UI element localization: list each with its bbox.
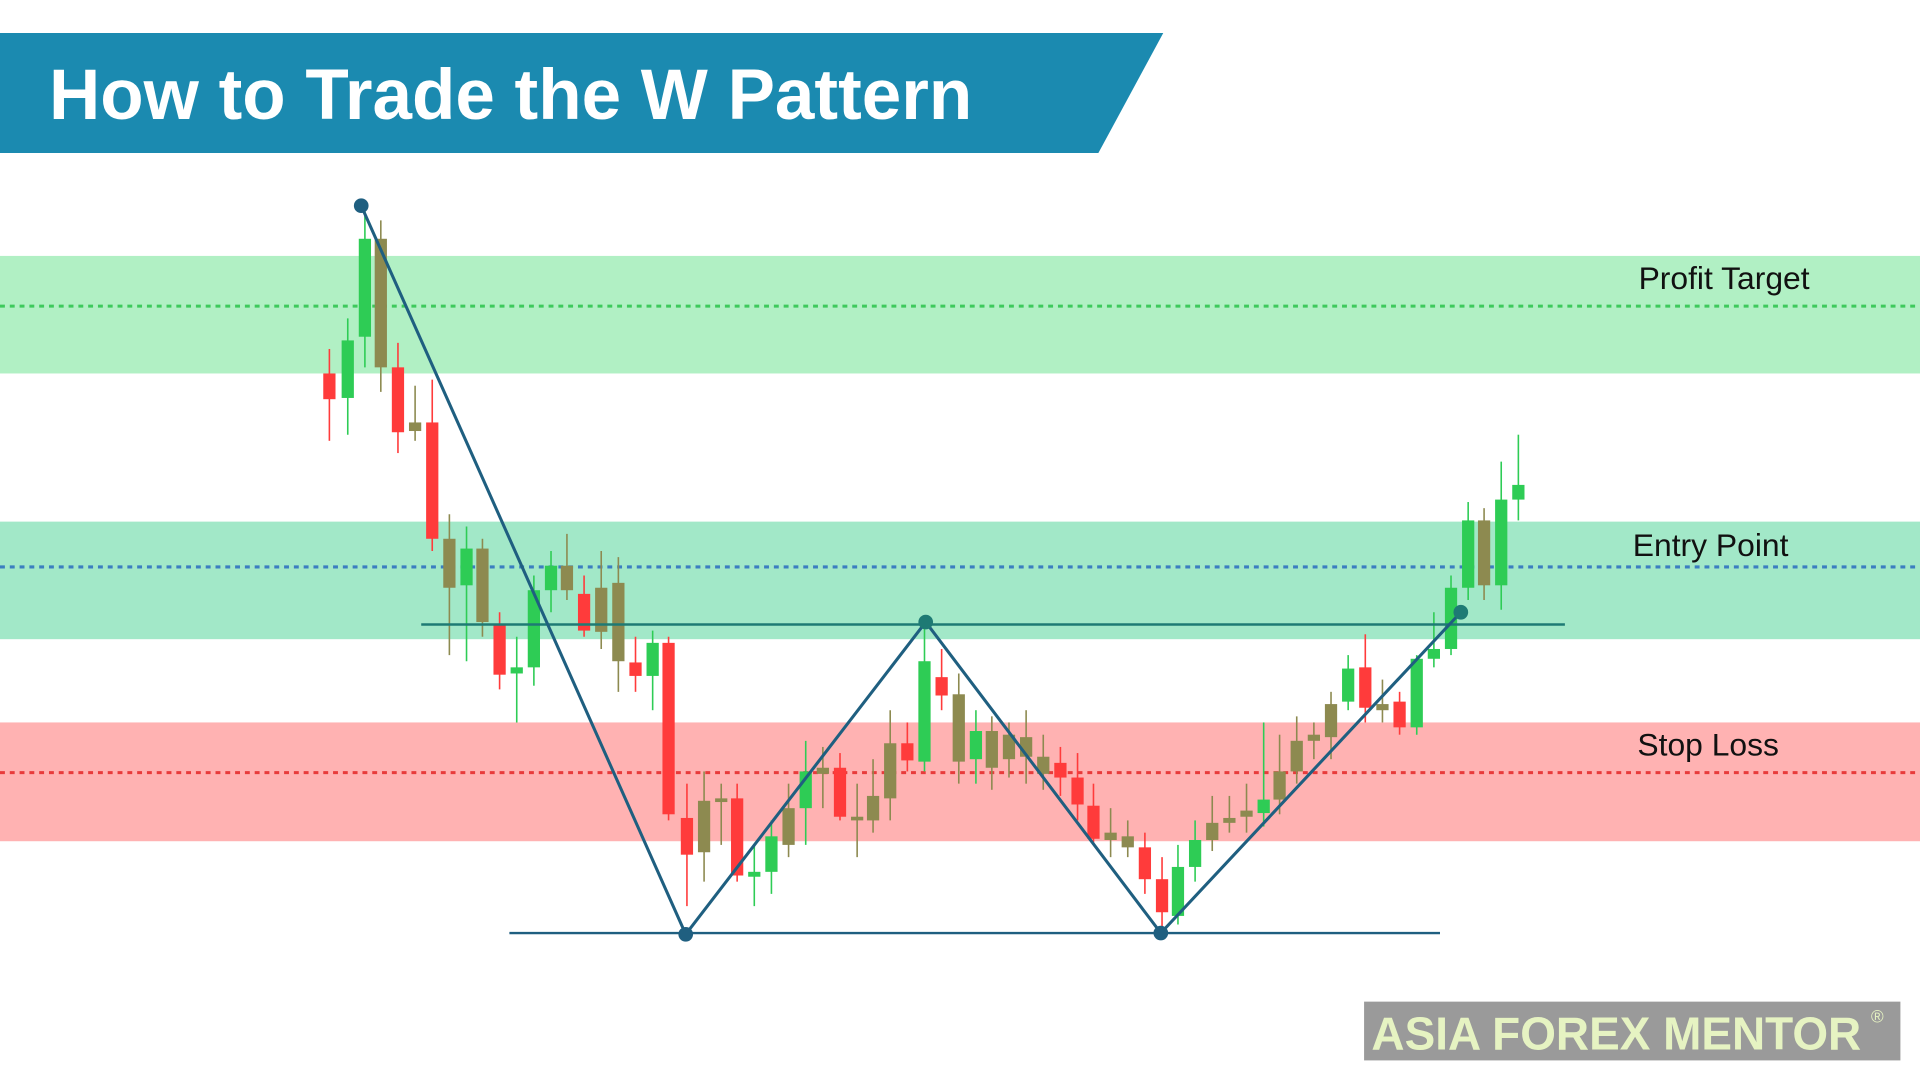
- candle-body: [1037, 756, 1050, 774]
- candle-body: [884, 743, 897, 799]
- candle-body: [765, 836, 778, 872]
- level-label: Profit Target: [1639, 260, 1810, 296]
- candle-body: [1240, 810, 1253, 817]
- candle-body: [1393, 701, 1406, 728]
- candle-body: [1307, 734, 1320, 741]
- candle-body: [391, 367, 405, 433]
- candle-body: [952, 694, 965, 762]
- logo-mark: ®: [1871, 1006, 1884, 1026]
- candle-body: [1002, 734, 1016, 760]
- candle-body: [1257, 799, 1270, 814]
- candle-body: [833, 767, 847, 817]
- candle-body: [544, 565, 558, 591]
- candle-body: [408, 422, 422, 432]
- candle-body: [1104, 832, 1117, 840]
- level-label: Entry Point: [1633, 527, 1789, 563]
- candle-body: [1342, 668, 1355, 702]
- candle-body: [1359, 667, 1372, 708]
- profit-band: [0, 255, 1920, 374]
- title-banner: [0, 33, 1164, 154]
- candle-body: [901, 743, 914, 761]
- candle-body: [1054, 762, 1067, 778]
- candle-body: [358, 238, 372, 337]
- candle-body: [374, 238, 387, 368]
- candle-body: [1512, 484, 1525, 500]
- pivot: [1453, 604, 1469, 620]
- candle-body: [1462, 520, 1475, 588]
- candle-body: [1188, 840, 1202, 867]
- candle-body: [1273, 771, 1286, 800]
- candle-body: [560, 565, 574, 591]
- candle-body: [341, 340, 354, 398]
- candle-body: [527, 590, 540, 668]
- candle-body: [612, 582, 625, 662]
- candle-body: [629, 662, 642, 676]
- pivot: [353, 198, 369, 214]
- candle-body: [1087, 805, 1100, 839]
- entry-band: [0, 521, 1920, 640]
- candle-body: [1444, 587, 1458, 649]
- candle-body: [715, 798, 728, 803]
- candles: [323, 208, 1525, 931]
- candle-body: [1071, 777, 1084, 805]
- candle-body: [646, 642, 659, 676]
- candle-body: [493, 624, 506, 675]
- candle-body: [323, 373, 336, 400]
- candle-body: [476, 548, 489, 623]
- pivots: [353, 198, 1469, 942]
- candle-body: [1223, 817, 1236, 823]
- candle-body: [1138, 847, 1152, 880]
- candle-body: [680, 817, 694, 855]
- candle-body: [595, 587, 608, 632]
- candle-body: [697, 800, 711, 853]
- level-label: Stop Loss: [1637, 727, 1779, 763]
- candle-body: [1495, 499, 1508, 586]
- candle-body: [935, 677, 948, 696]
- logo-box: [1364, 1001, 1901, 1061]
- candle-body: [1427, 648, 1440, 659]
- candle-body: [1290, 740, 1303, 772]
- candle-body: [1410, 658, 1423, 728]
- candle-body: [1155, 879, 1169, 913]
- candle-body: [866, 795, 880, 821]
- candle-body: [426, 422, 439, 539]
- candle-body: [1121, 836, 1134, 848]
- candle-body: [969, 731, 983, 760]
- logo-text: ASIA FOREX MENTOR: [1371, 1007, 1861, 1059]
- title: How to Trade the W Pattern: [49, 56, 972, 135]
- candle-body: [1206, 822, 1219, 840]
- candle-body: [851, 816, 864, 821]
- candle-body: [918, 661, 931, 762]
- candle-body: [443, 538, 456, 588]
- candle-body: [1171, 866, 1185, 916]
- candle-body: [782, 808, 795, 845]
- pivot: [678, 926, 694, 942]
- candle-body: [748, 871, 761, 877]
- candle-body: [985, 731, 998, 768]
- candle-body: [1477, 520, 1491, 586]
- candle-body: [816, 767, 829, 774]
- candle-body: [577, 593, 591, 631]
- candle-body: [1376, 704, 1389, 711]
- candle-body: [1324, 704, 1338, 738]
- pivot: [1153, 925, 1169, 941]
- candle-body: [510, 667, 523, 674]
- candle-body: [731, 798, 744, 876]
- pivot: [918, 614, 934, 630]
- candle-body: [662, 642, 675, 815]
- candle-body: [460, 548, 473, 586]
